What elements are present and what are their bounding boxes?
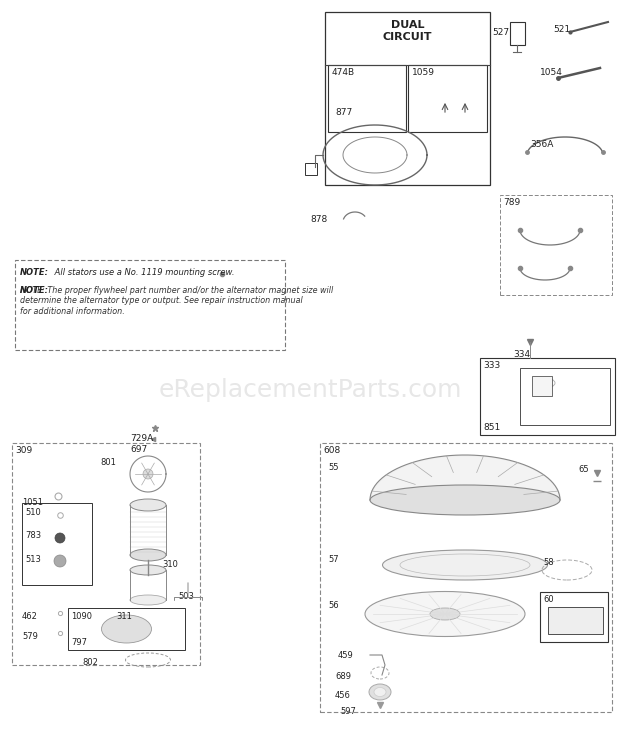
Bar — [22, 503, 92, 585]
Bar — [548, 607, 603, 634]
Ellipse shape — [130, 595, 166, 605]
Text: 462: 462 — [22, 612, 38, 621]
Text: 58: 58 — [543, 558, 554, 567]
Bar — [408, 65, 487, 132]
Text: 878: 878 — [310, 215, 327, 224]
Ellipse shape — [130, 549, 166, 561]
Text: NOTE:: NOTE: — [20, 286, 49, 295]
Text: eReplacementParts.com: eReplacementParts.com — [158, 378, 462, 402]
Ellipse shape — [143, 469, 153, 479]
Text: 851: 851 — [483, 423, 500, 432]
Text: 459: 459 — [338, 651, 354, 660]
Bar — [12, 443, 200, 665]
Bar — [532, 376, 552, 396]
Text: 689: 689 — [335, 672, 351, 681]
Bar — [320, 443, 612, 712]
Bar — [325, 12, 490, 185]
Text: 310: 310 — [162, 560, 178, 569]
Text: 1054: 1054 — [540, 68, 563, 77]
Ellipse shape — [130, 499, 166, 511]
Text: 1059: 1059 — [412, 68, 435, 77]
Ellipse shape — [383, 550, 547, 580]
Ellipse shape — [365, 591, 525, 637]
Text: 57: 57 — [328, 555, 339, 564]
Text: 356A: 356A — [530, 140, 554, 149]
Text: NOTE:: NOTE: — [20, 268, 49, 277]
Text: 697: 697 — [130, 445, 148, 454]
Bar — [15, 260, 285, 350]
Text: 802: 802 — [82, 658, 98, 667]
Text: 1090: 1090 — [71, 612, 92, 621]
Text: DUAL
CIRCUIT: DUAL CIRCUIT — [383, 20, 432, 42]
Text: 334: 334 — [513, 350, 530, 359]
Text: 789: 789 — [503, 198, 520, 207]
Bar — [510, 22, 525, 45]
Ellipse shape — [130, 565, 166, 575]
Text: 65: 65 — [578, 465, 588, 474]
Ellipse shape — [374, 687, 386, 696]
Text: 510: 510 — [25, 508, 41, 517]
Text: 797: 797 — [71, 638, 87, 647]
Text: 1051: 1051 — [22, 498, 43, 507]
Ellipse shape — [370, 485, 560, 515]
Text: 527: 527 — [492, 28, 509, 37]
Text: NOTE: The proper flywheel part number and/or the alternator magnet size will
det: NOTE: The proper flywheel part number an… — [20, 286, 334, 315]
Text: 801: 801 — [100, 458, 116, 467]
Text: 309: 309 — [15, 446, 32, 455]
Bar — [540, 592, 608, 642]
Text: 877: 877 — [335, 108, 352, 117]
Ellipse shape — [54, 555, 66, 567]
Text: 311: 311 — [116, 612, 132, 621]
Text: 456: 456 — [335, 691, 351, 700]
Text: 729A: 729A — [130, 434, 153, 443]
Bar — [68, 608, 185, 650]
Text: 513: 513 — [25, 555, 41, 564]
Text: All stators use a No. 1119 mounting screw.: All stators use a No. 1119 mounting scre… — [52, 268, 234, 277]
Text: 579: 579 — [22, 632, 38, 641]
Text: 503: 503 — [178, 592, 194, 601]
Text: 521: 521 — [553, 25, 570, 34]
Bar — [328, 65, 406, 132]
Bar — [500, 195, 612, 295]
Text: 474B: 474B — [332, 68, 355, 77]
Text: 783: 783 — [25, 531, 41, 540]
Text: 60: 60 — [543, 595, 554, 604]
Text: 55: 55 — [328, 463, 339, 472]
Ellipse shape — [430, 608, 460, 620]
Text: 56: 56 — [328, 601, 339, 610]
Bar — [305, 163, 317, 175]
Text: 608: 608 — [323, 446, 340, 455]
Ellipse shape — [102, 615, 151, 643]
Text: 597: 597 — [340, 707, 356, 716]
Ellipse shape — [369, 684, 391, 700]
Bar — [480, 358, 615, 435]
Bar — [520, 368, 610, 425]
Text: 333: 333 — [483, 361, 500, 370]
Ellipse shape — [55, 533, 65, 543]
